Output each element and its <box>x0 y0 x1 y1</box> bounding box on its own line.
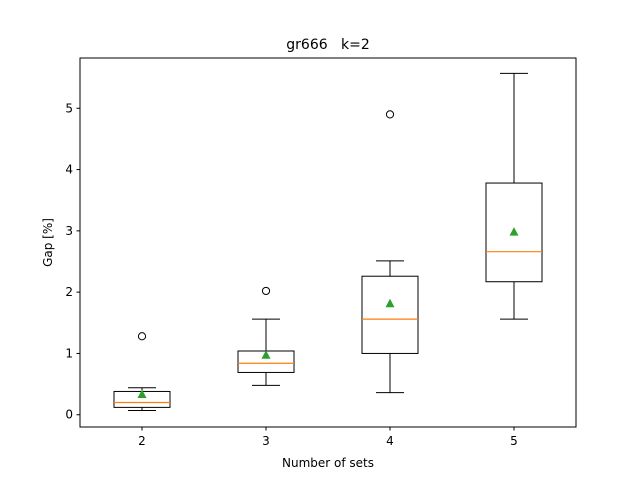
mean-marker <box>509 227 519 236</box>
box-group <box>113 332 171 411</box>
box-group <box>361 110 419 394</box>
outlier-point <box>385 110 395 119</box>
box <box>361 275 419 354</box>
outlier-point <box>261 286 271 296</box>
chart-title: gr666 k=2 <box>286 37 369 53</box>
x-tick-label: 3 <box>262 434 270 448</box>
x-tick-label: 5 <box>510 434 518 448</box>
outlier-point <box>137 332 147 341</box>
mean-marker <box>137 389 147 399</box>
y-tick-label: 3 <box>65 224 73 238</box>
y-tick-label: 0 <box>65 408 73 422</box>
mean-marker <box>261 350 271 359</box>
box-group <box>485 72 543 320</box>
y-tick-label: 5 <box>65 101 73 115</box>
y-tick-label: 4 <box>65 163 73 177</box>
y-axis-label: Gap [%] <box>41 218 55 267</box>
plot-frame <box>79 57 577 428</box>
y-tick-label: 2 <box>65 285 73 299</box>
box-group <box>237 286 295 386</box>
mean-marker <box>385 298 395 308</box>
y-tick-label: 1 <box>65 346 73 360</box>
x-tick-label: 4 <box>386 434 394 448</box>
box <box>485 182 543 283</box>
x-axis-label: Number of sets <box>282 456 374 470</box>
x-tick-label: 2 <box>138 434 146 448</box>
